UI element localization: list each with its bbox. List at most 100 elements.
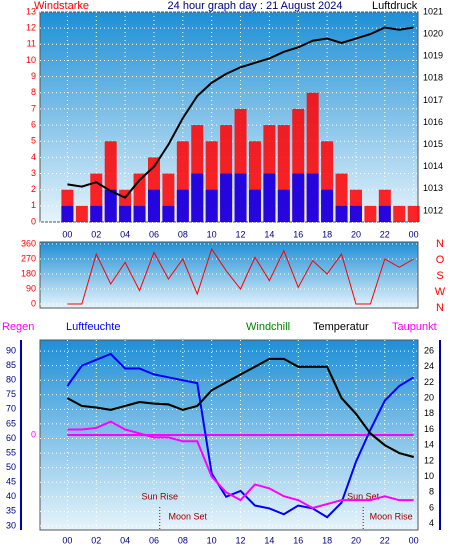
compass-label: N: [436, 238, 444, 250]
y-tick-label: 1019: [423, 51, 443, 61]
bar: [133, 205, 146, 222]
bar: [104, 189, 117, 222]
y-tick-label: 7: [31, 103, 36, 113]
y-tick-label: 70: [6, 404, 16, 414]
y-tick-label: 11: [27, 39, 36, 49]
y-tick-label: 0: [31, 216, 36, 226]
bar: [191, 173, 204, 222]
y3-axis-label: Regen: [2, 321, 34, 333]
y-tick-label: 3: [31, 168, 36, 178]
event-label: Sun Rise: [141, 491, 178, 501]
y-tick-label: 1012: [423, 205, 443, 215]
y-tick-label: 1013: [423, 183, 443, 193]
y-tick-label: 6: [31, 119, 36, 129]
series-line: [66, 352, 415, 519]
x-tick-label: 00: [409, 229, 419, 239]
y-tick-label: 60: [6, 433, 16, 443]
y-axis-label: Windstarke: [34, 0, 89, 12]
x-tick-label: 04: [120, 229, 130, 239]
y-tick-label: 0: [31, 298, 36, 308]
event-label: Moon Set: [168, 511, 207, 521]
y-tick-label: 1021: [423, 6, 443, 16]
y-tick-label: 9: [31, 71, 36, 81]
bar: [378, 205, 391, 222]
y-tick-label: 90: [6, 345, 16, 355]
y-tick-label: 1017: [423, 95, 443, 105]
x-tick-label: 00: [409, 535, 419, 545]
x-tick-label: 16: [293, 535, 303, 545]
bar: [220, 173, 233, 222]
y-tick-label: 2: [31, 184, 36, 194]
y-tick-label: 1018: [423, 73, 443, 83]
y-tick-label: 90: [26, 283, 36, 293]
event-label: Sun Set: [347, 491, 380, 501]
legend-entry: Windchill: [246, 321, 290, 333]
legend-entry: Temperatur: [313, 321, 369, 333]
bar: [393, 205, 406, 222]
y-tick-label: 8: [429, 487, 434, 497]
x-tick-label: 02: [91, 535, 101, 545]
x-tick-label: 08: [178, 535, 188, 545]
y-tick-label: 5: [31, 136, 36, 146]
x-tick-label: 20: [351, 229, 361, 239]
x-tick-label: 18: [322, 229, 332, 239]
y-tick-label: 13: [26, 6, 36, 16]
x-tick-label: 00: [62, 535, 72, 545]
y-tick-label: 12: [424, 455, 434, 465]
x-tick-label: 14: [264, 229, 274, 239]
bar: [349, 205, 362, 222]
bar: [147, 189, 160, 222]
x-tick-label: 22: [380, 229, 390, 239]
x-tick-label: 12: [236, 229, 246, 239]
x-tick-label: 10: [207, 535, 217, 545]
y-tick-label: 16: [424, 424, 434, 434]
y-tick-label: 6: [429, 502, 434, 512]
bar: [263, 173, 276, 222]
bar: [321, 189, 334, 222]
x-tick-label: 08: [178, 229, 188, 239]
bar: [90, 205, 103, 222]
compass-label: W: [435, 286, 446, 298]
x-tick-label: 12: [236, 535, 246, 545]
y-tick-label: 26: [424, 345, 434, 355]
series-line: [67, 247, 414, 305]
bar: [364, 205, 377, 222]
x-tick-label: 10: [207, 229, 217, 239]
y-tick-label: 80: [6, 375, 16, 385]
x-tick-label: 22: [380, 535, 390, 545]
y-tick-label: 35: [6, 506, 16, 516]
y-tick-label: 22: [424, 377, 434, 387]
bar: [292, 173, 305, 222]
series-line: [67, 26, 414, 199]
y-tick-label: 4: [31, 152, 36, 162]
y-tick-label: 1020: [423, 28, 443, 38]
chart-title: 24 hour graph day : 21 August 2024: [168, 0, 343, 12]
y-tick-label: 180: [21, 268, 36, 278]
y-tick-label: 10: [26, 55, 36, 65]
bar: [407, 205, 420, 222]
x-tick-label: 14: [264, 535, 274, 545]
x-tick-label: 06: [149, 229, 159, 239]
bar: [234, 173, 247, 222]
x-tick-label: 06: [149, 535, 159, 545]
y-tick-label: 360: [21, 238, 36, 248]
y-tick-label: 55: [6, 447, 16, 457]
y-tick-label: 10: [424, 471, 434, 481]
legend-entry: Taupunkt: [392, 321, 437, 333]
bar: [335, 205, 348, 222]
bar: [306, 173, 319, 222]
x-tick-label: 16: [293, 229, 303, 239]
y-tick-label: 4: [429, 518, 434, 528]
bar: [248, 189, 261, 222]
series-line: [66, 357, 414, 458]
y-tick-label: 18: [424, 408, 434, 418]
bar: [75, 205, 88, 222]
y2-axis-label: Luftdruck: [372, 0, 418, 12]
x-tick-label: 00: [62, 229, 72, 239]
y-tick-label: 1015: [423, 139, 443, 149]
y-tick-label: 45: [6, 477, 16, 487]
bar: [205, 189, 218, 222]
compass-label: O: [436, 254, 445, 266]
series-line: [67, 420, 414, 510]
